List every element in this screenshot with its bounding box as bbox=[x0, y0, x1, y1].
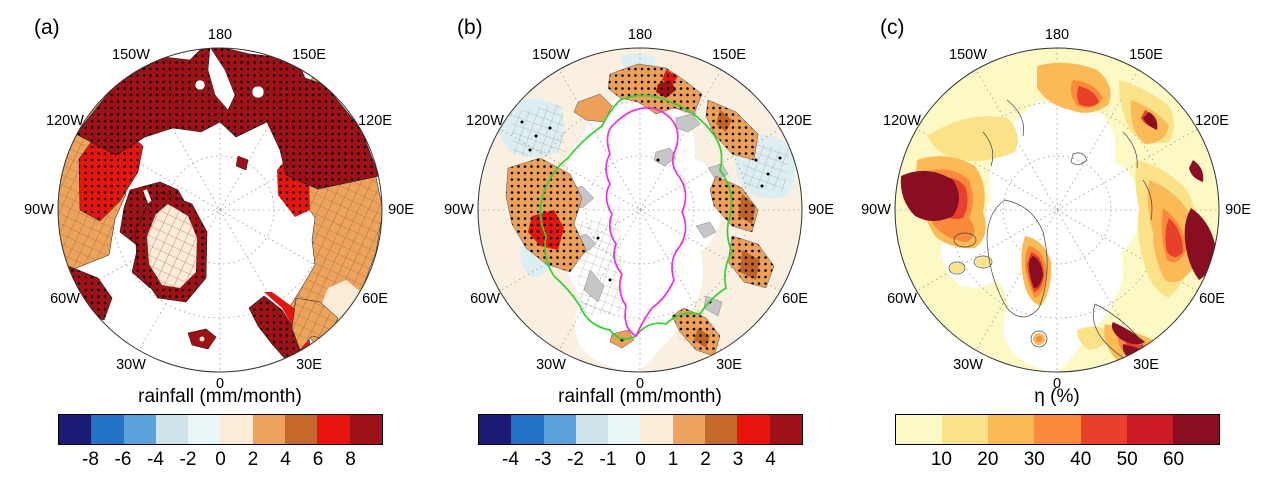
colorbar-tick: 4 bbox=[765, 449, 776, 470]
colorbar-tick: 30 bbox=[1023, 449, 1045, 470]
colorbar-tick: -4 bbox=[147, 449, 164, 470]
colorbar-segment bbox=[608, 415, 641, 444]
colorbar-tick: 3 bbox=[732, 449, 744, 470]
panel-a: (a) bbox=[0, 0, 423, 478]
colorbar-segment bbox=[123, 415, 156, 444]
colorbar-tick: 0 bbox=[215, 449, 226, 470]
colorbar-c bbox=[895, 414, 1220, 445]
lon-label-90E: 90E bbox=[808, 202, 834, 218]
colorbar-segment bbox=[1126, 415, 1173, 444]
colorbar-segment bbox=[155, 415, 189, 444]
colorbar-segment bbox=[769, 415, 802, 444]
colorbar-b-ticks: -4 -3 -2 -1 0 1 2 3 4 bbox=[478, 449, 803, 473]
colorbar-tick: 10 bbox=[930, 449, 952, 470]
colorbar-tick: -8 bbox=[82, 449, 99, 470]
colorbar-segment bbox=[942, 415, 989, 444]
colorbar-segment bbox=[220, 415, 253, 444]
colorbar-segment bbox=[896, 415, 943, 444]
colorbar-tick: 6 bbox=[312, 449, 324, 470]
colorbar-segment bbox=[188, 415, 221, 444]
colorbar-segment bbox=[543, 415, 576, 444]
green-contour bbox=[539, 94, 733, 340]
colorbar-tick: 8 bbox=[345, 449, 356, 470]
colorbar-c-ticks: 10 20 30 40 50 60 bbox=[895, 449, 1220, 473]
colorbar-segment bbox=[640, 415, 673, 444]
colorbar-tick: 60 bbox=[1162, 449, 1185, 470]
colorbar-a-ticks: -8 -6 -4 -2 0 2 4 6 8 bbox=[58, 449, 383, 473]
magenta-contour bbox=[605, 107, 687, 338]
colorbar-segment bbox=[252, 415, 286, 444]
map-a bbox=[50, 40, 390, 380]
map-b bbox=[470, 40, 810, 380]
colorbar-segment bbox=[317, 415, 350, 444]
colorbar-tick: 4 bbox=[280, 449, 291, 470]
colorbar-segment bbox=[1172, 415, 1219, 444]
lon-label-90E: 90E bbox=[388, 202, 414, 218]
colorbar-segment bbox=[1034, 415, 1081, 444]
colorbar-tick: 20 bbox=[977, 449, 999, 470]
colorbar-tick: 50 bbox=[1116, 449, 1138, 470]
colorbar-segment bbox=[91, 415, 124, 444]
colorbar-tick: -1 bbox=[599, 449, 617, 470]
lon-label-90E: 90E bbox=[1225, 202, 1251, 218]
colorbar-segment bbox=[672, 415, 706, 444]
polar-map-a bbox=[57, 47, 383, 373]
colorbar-tick: 2 bbox=[247, 449, 259, 470]
colorbar-tick: 2 bbox=[700, 449, 711, 470]
colorbar-segment bbox=[479, 415, 512, 444]
map-c-title: η (%) bbox=[1034, 386, 1080, 407]
colorbar-tick: -3 bbox=[534, 449, 552, 470]
colorbar-segment bbox=[575, 415, 609, 444]
polar-map-b bbox=[477, 47, 803, 373]
colorbar-segment bbox=[349, 415, 382, 444]
map-a-title: rainfall (mm/month) bbox=[138, 386, 302, 407]
colorbar-tick: 0 bbox=[635, 449, 646, 470]
colorbar-tick: 1 bbox=[667, 449, 679, 470]
colorbar-segment bbox=[705, 415, 738, 444]
panel-b: (b) bbox=[423, 0, 846, 478]
colorbar-tick: -4 bbox=[502, 449, 519, 470]
colorbar-tick: 40 bbox=[1070, 449, 1092, 470]
colorbar-segment bbox=[511, 415, 544, 444]
colorbar-segment bbox=[59, 415, 92, 444]
panel-c-label: (c) bbox=[880, 16, 905, 39]
colorbar-b bbox=[478, 414, 803, 445]
panel-b-label: (b) bbox=[457, 16, 483, 39]
panel-a-label: (a) bbox=[34, 16, 60, 39]
colorbar-tick: -6 bbox=[114, 449, 132, 470]
polar-map-c bbox=[894, 47, 1220, 373]
colorbar-tick: -2 bbox=[567, 449, 584, 470]
colorbar-tick: -2 bbox=[179, 449, 197, 470]
colorbar-a bbox=[58, 414, 383, 445]
panel-c: (c) bbox=[846, 0, 1269, 478]
map-b-title: rainfall (mm/month) bbox=[558, 386, 722, 407]
colorbar-segment bbox=[737, 415, 770, 444]
map-c bbox=[887, 40, 1227, 380]
colorbar-segment bbox=[285, 415, 318, 444]
colorbar-segment bbox=[988, 415, 1035, 444]
colorbar-segment bbox=[1080, 415, 1127, 444]
